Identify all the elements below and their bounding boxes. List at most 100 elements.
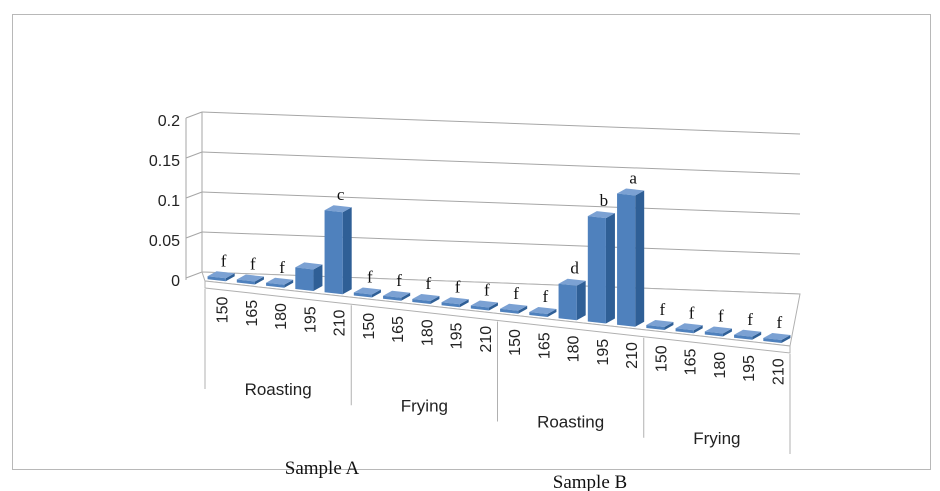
sample-label: Sample B [553, 472, 627, 491]
bar-side [752, 331, 762, 340]
data-label: f [455, 277, 461, 296]
x-tick-label: 165 [536, 332, 553, 359]
x-tick-label: 165 [683, 349, 700, 376]
bar-top [617, 188, 645, 196]
data-label: a [629, 168, 637, 187]
bar [412, 299, 431, 305]
data-label: f [543, 287, 549, 306]
x-tick-label: 195 [302, 306, 319, 333]
x-tick-label: 195 [595, 339, 612, 366]
bar-side [722, 328, 732, 337]
bar-top [324, 205, 352, 213]
category-label: Roasting [537, 413, 604, 432]
bar-top [353, 287, 381, 295]
data-label: f [777, 313, 783, 332]
category-label: Frying [693, 429, 740, 448]
category-label: Roasting [245, 380, 312, 399]
x-tick-label: 180 [273, 303, 290, 330]
bar [587, 216, 606, 324]
data-label: f [396, 271, 402, 290]
gridline [201, 111, 801, 135]
data-label: f [221, 251, 227, 270]
data-label: f [747, 310, 753, 329]
x-tick-label: 210 [332, 310, 349, 337]
bar [558, 283, 577, 321]
bar-top [266, 277, 294, 285]
x-tick-label: 150 [361, 313, 378, 340]
x-tick-label: 180 [566, 336, 583, 363]
gridline [185, 191, 203, 199]
gridline [185, 111, 203, 119]
bar-side [664, 322, 674, 331]
x-axis: 150 165 180 195 210 150 165 180 195 210 150 165 180 1… [204, 289, 791, 454]
gridline [201, 231, 801, 255]
bar-side [401, 292, 411, 301]
data-labels: f f f c f f f f f f f d b a f f f f f [221, 168, 783, 332]
bar-side [430, 296, 440, 305]
data-label: f [279, 258, 285, 277]
data-label: f [367, 268, 373, 287]
bar-side [459, 299, 469, 308]
bar-top [207, 271, 235, 279]
bar-top [412, 294, 440, 302]
bar-top [236, 274, 264, 282]
bar-side [342, 207, 352, 295]
data-label: b [600, 191, 609, 210]
bar-side [605, 213, 615, 324]
bar-side [371, 289, 381, 298]
x-tick-label: 180 [712, 352, 729, 379]
bar-side [693, 325, 703, 334]
bar-side [518, 305, 528, 314]
bar [529, 312, 548, 318]
x-tick-label: 210 [770, 358, 787, 385]
data-label: f [660, 300, 666, 319]
y-tick-label: 0.2 [158, 113, 180, 130]
bar [236, 279, 255, 285]
bar [441, 302, 460, 308]
y-tick-label: 0 [171, 273, 180, 290]
gridline [185, 231, 203, 239]
bar [353, 292, 372, 298]
category-label: Frying [401, 396, 448, 415]
x-tick-label: 165 [244, 300, 261, 327]
bar-top [763, 333, 791, 341]
x-tick-label: 150 [215, 297, 232, 324]
bar-top [295, 262, 323, 270]
bar [763, 338, 782, 344]
bar [675, 328, 694, 334]
bar [383, 295, 402, 301]
bar-side [547, 309, 557, 318]
bar [470, 305, 489, 311]
bar [295, 267, 314, 292]
gridline [201, 151, 801, 175]
y-tick-label: 0.1 [158, 193, 180, 210]
bar-top [587, 211, 615, 219]
bar-top [704, 326, 732, 334]
bar-side [488, 302, 498, 311]
x-tick-label: 195 [741, 355, 758, 382]
gridlines [185, 111, 801, 295]
sample-label: Sample A [285, 458, 360, 479]
bar-top [734, 329, 762, 337]
x-tick-label: 210 [624, 342, 641, 369]
data-label: d [570, 259, 579, 278]
y-tick-label: 0.05 [149, 233, 180, 250]
bar-side [576, 280, 586, 321]
bar-top [529, 307, 557, 315]
bar [734, 334, 753, 340]
data-label: f [689, 303, 695, 322]
bar [207, 276, 226, 282]
bar-side [284, 279, 294, 288]
bar-side [225, 273, 235, 282]
bars [207, 188, 791, 344]
bar-top [441, 297, 469, 305]
bar-top [646, 320, 674, 328]
floor-front [204, 280, 791, 354]
x-tick-label: 150 [507, 329, 524, 356]
y-axis: 0 0.05 0.1 0.15 0.2 [149, 113, 180, 290]
data-label: f [484, 281, 490, 300]
bar-top [500, 303, 528, 311]
bar [617, 193, 636, 327]
bar [500, 308, 519, 314]
